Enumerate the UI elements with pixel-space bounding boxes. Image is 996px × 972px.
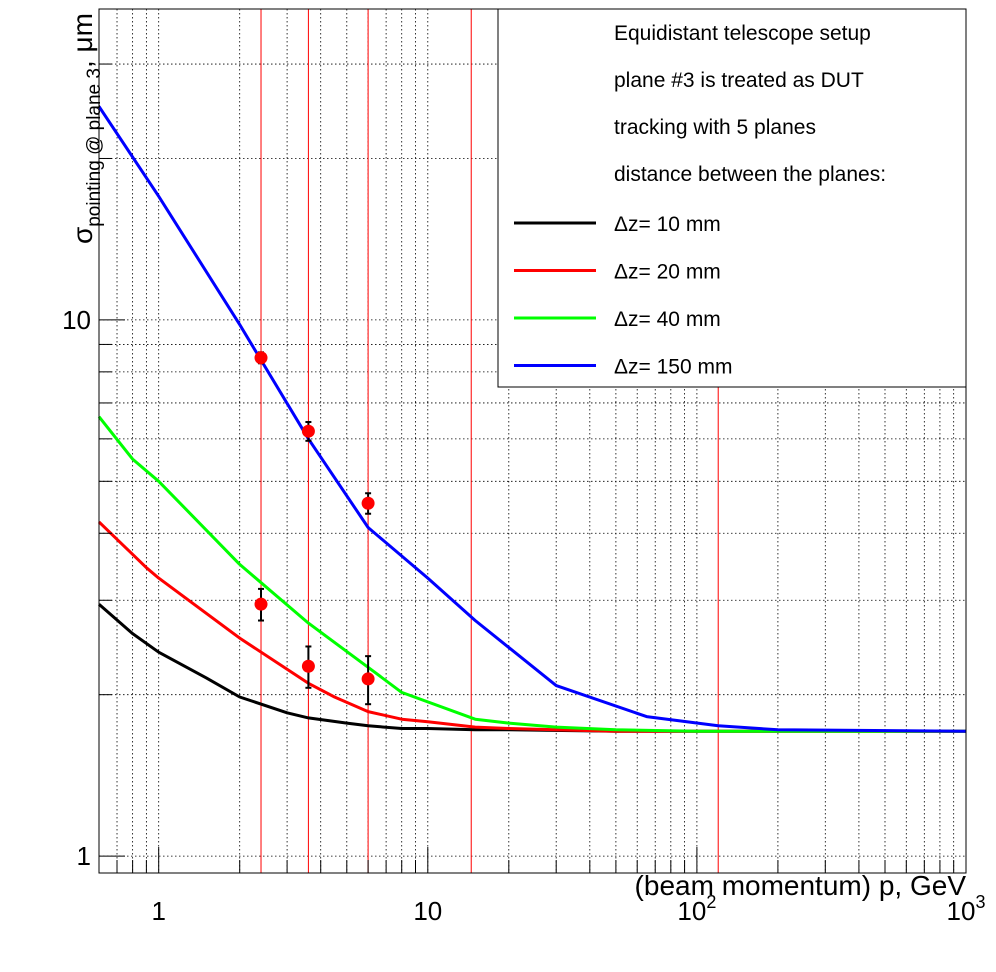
- legend-label-4: Δz= 150 mm: [614, 356, 732, 379]
- x-tick-label-base: 10: [413, 896, 442, 926]
- data-point: [254, 597, 268, 611]
- legend-box: [497, 8, 967, 388]
- y-axis-title-symbol: σ: [67, 227, 98, 244]
- axis-ticks: [99, 63, 955, 873]
- data-point: [301, 424, 315, 438]
- x-axis-title: (beam momentum) p, GeV: [635, 870, 967, 901]
- legend-label-3: Δz= 40 mm: [614, 308, 721, 331]
- x-tick-label: 10: [413, 896, 442, 926]
- series-lines: [97, 105, 967, 733]
- series-line-2: [97, 520, 966, 733]
- data-points: [254, 351, 375, 706]
- data-point: [361, 496, 375, 510]
- legend-text-line: plane #3 is treated as DUT: [614, 69, 864, 92]
- legend-label-1: Δz= 10 mm: [614, 213, 721, 236]
- x-tick-labels: 1 10 102 103: [151, 892, 985, 926]
- legend-label-2: Δz= 20 mm: [614, 261, 721, 284]
- x-tick-label-exponent: 2: [706, 892, 716, 912]
- data-point: [361, 672, 375, 686]
- y-axis-title-unit: , μm: [67, 13, 98, 68]
- y-tick-label: 1: [77, 841, 91, 871]
- y-tick-labels: 1 10: [62, 305, 91, 871]
- series-line-4: [97, 105, 967, 733]
- x-tick-label-base: 1: [151, 896, 165, 926]
- legend-text-line: Equidistant telescope setup: [614, 22, 871, 45]
- y-tick-label: 10: [62, 305, 91, 335]
- data-point: [254, 351, 268, 365]
- y-axis-title-subscript: pointing @ plane 3: [84, 68, 105, 227]
- x-tick-label-exponent: 3: [975, 892, 985, 912]
- series-line-3: [97, 415, 966, 733]
- legend-entries: Δz= 10 mm Δz= 20 mm Δz= 40 mm Δz= 150 mm: [514, 213, 732, 379]
- x-tick-label: 103: [947, 892, 986, 926]
- legend: Equidistant telescope setup plane #3 is …: [497, 8, 967, 388]
- legend-text-line: distance between the planes:: [614, 163, 886, 186]
- x-tick-label: 102: [677, 892, 716, 926]
- y-axis-title: σpointing @ plane 3, μm: [67, 13, 105, 244]
- data-point: [301, 659, 315, 673]
- x-tick-label-base: 10: [677, 896, 706, 926]
- x-tick-label-base: 10: [947, 896, 976, 926]
- legend-text-line: tracking with 5 planes: [614, 116, 816, 139]
- x-tick-label: 1: [151, 896, 165, 926]
